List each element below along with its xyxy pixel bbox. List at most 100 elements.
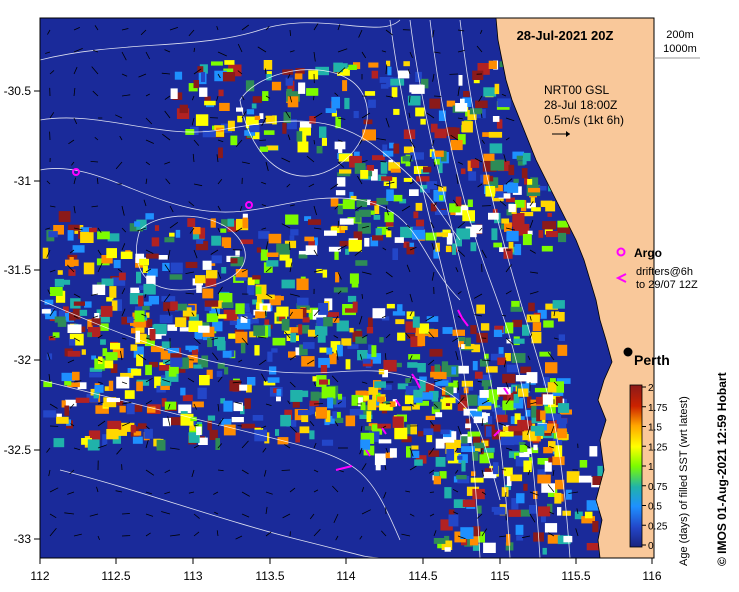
current-arrow [499, 535, 507, 538]
sst-patch [407, 333, 415, 339]
sst-patch [192, 401, 204, 408]
sst-patch [229, 380, 241, 392]
sst-patch [435, 380, 449, 386]
current-arrow [145, 117, 153, 125]
sst-patch [512, 151, 525, 159]
sst-patch [322, 269, 328, 278]
sst-patch [57, 270, 63, 275]
sst-patch [375, 228, 382, 240]
current-arrow [191, 117, 195, 126]
current-arrow [455, 267, 459, 273]
current-arrow [235, 227, 243, 233]
sst-patch [333, 287, 348, 293]
sst-patch [516, 155, 528, 161]
current-arrow [121, 288, 126, 295]
sst-patch [263, 262, 273, 273]
current-arrow [262, 447, 267, 453]
sst-patch [458, 400, 468, 408]
current-arrow [241, 315, 248, 319]
current-arrow [241, 161, 250, 164]
sst-patch [455, 103, 468, 112]
current-arrow [505, 227, 515, 231]
sst-patch [558, 420, 567, 433]
current-arrow [73, 177, 76, 185]
sst-patch [287, 80, 295, 91]
current-arrow [259, 359, 267, 366]
sst-patch [204, 96, 211, 104]
sst-patch [358, 395, 370, 401]
sst-patch [507, 393, 515, 403]
colorbar-tick-label: 1.75 [648, 403, 668, 414]
sst-patch [452, 329, 465, 336]
current-arrow [145, 268, 152, 273]
sst-patch [271, 348, 278, 353]
sst-patch [163, 359, 173, 364]
current-arrow [337, 469, 344, 473]
current-arrow [97, 420, 106, 427]
current-arrow [381, 315, 387, 319]
sst-patch [67, 382, 80, 388]
sst-patch [92, 284, 106, 295]
sst-patch [376, 392, 381, 401]
current-arrow [265, 491, 273, 495]
argo-legend-label: Argo [634, 246, 662, 260]
sst-patch [138, 295, 144, 308]
current-arrow [529, 333, 533, 339]
sst-patch [490, 159, 505, 171]
current-arrow [261, 181, 267, 185]
sst-patch [156, 439, 166, 451]
current-arrow [452, 337, 459, 342]
current-arrow [185, 292, 195, 295]
sst-patch [393, 194, 403, 202]
sst-patch [133, 346, 144, 358]
x-tick: 114 [336, 569, 355, 583]
current-arrow [336, 350, 339, 361]
sst-patch [440, 429, 450, 435]
colorbar-label: Age (days) of filled SST (wrt latest) [678, 396, 690, 566]
sst-patch [483, 542, 496, 553]
sst-patch [321, 386, 336, 399]
sst-patch [58, 211, 71, 223]
sst-patch [530, 177, 539, 186]
current-arrow [120, 350, 123, 361]
sst-patch [216, 314, 227, 319]
sst-patch [489, 403, 495, 409]
current-arrow [46, 249, 51, 258]
sst-patch [383, 150, 394, 157]
current-arrow [185, 271, 195, 274]
sst-patch [252, 130, 260, 140]
current-arrow [306, 155, 315, 163]
sst-patch [403, 177, 413, 182]
sst-patch [336, 177, 346, 187]
sst-patch [347, 217, 362, 224]
sst-patch [549, 378, 556, 383]
perth-label: Perth [634, 352, 670, 368]
sst-patch [426, 316, 439, 322]
sst-patch [544, 226, 553, 235]
sst-patch [584, 511, 593, 519]
sst-patch [196, 285, 202, 293]
sst-patch [253, 325, 266, 336]
sst-patch [526, 372, 538, 384]
sst-patch [418, 323, 429, 334]
sst-patch [377, 423, 391, 429]
sst-patch [383, 359, 397, 372]
sst-patch [240, 239, 254, 245]
sst-patch [455, 238, 462, 247]
current-arrow [481, 491, 487, 495]
current-arrow [433, 183, 444, 188]
sst-patch [172, 367, 186, 373]
current-arrow [193, 337, 201, 345]
sst-patch [81, 438, 92, 445]
sst-patch [129, 293, 144, 305]
current-arrow [529, 249, 536, 254]
current-arrow [145, 337, 151, 340]
sst-patch [297, 390, 309, 398]
current-arrow [69, 469, 75, 475]
sst-patch [256, 302, 263, 308]
sst-patch [233, 402, 243, 412]
sst-patch [229, 350, 235, 357]
sst-patch [109, 286, 117, 298]
current-arrow [505, 381, 509, 389]
current-arrow [547, 351, 555, 361]
